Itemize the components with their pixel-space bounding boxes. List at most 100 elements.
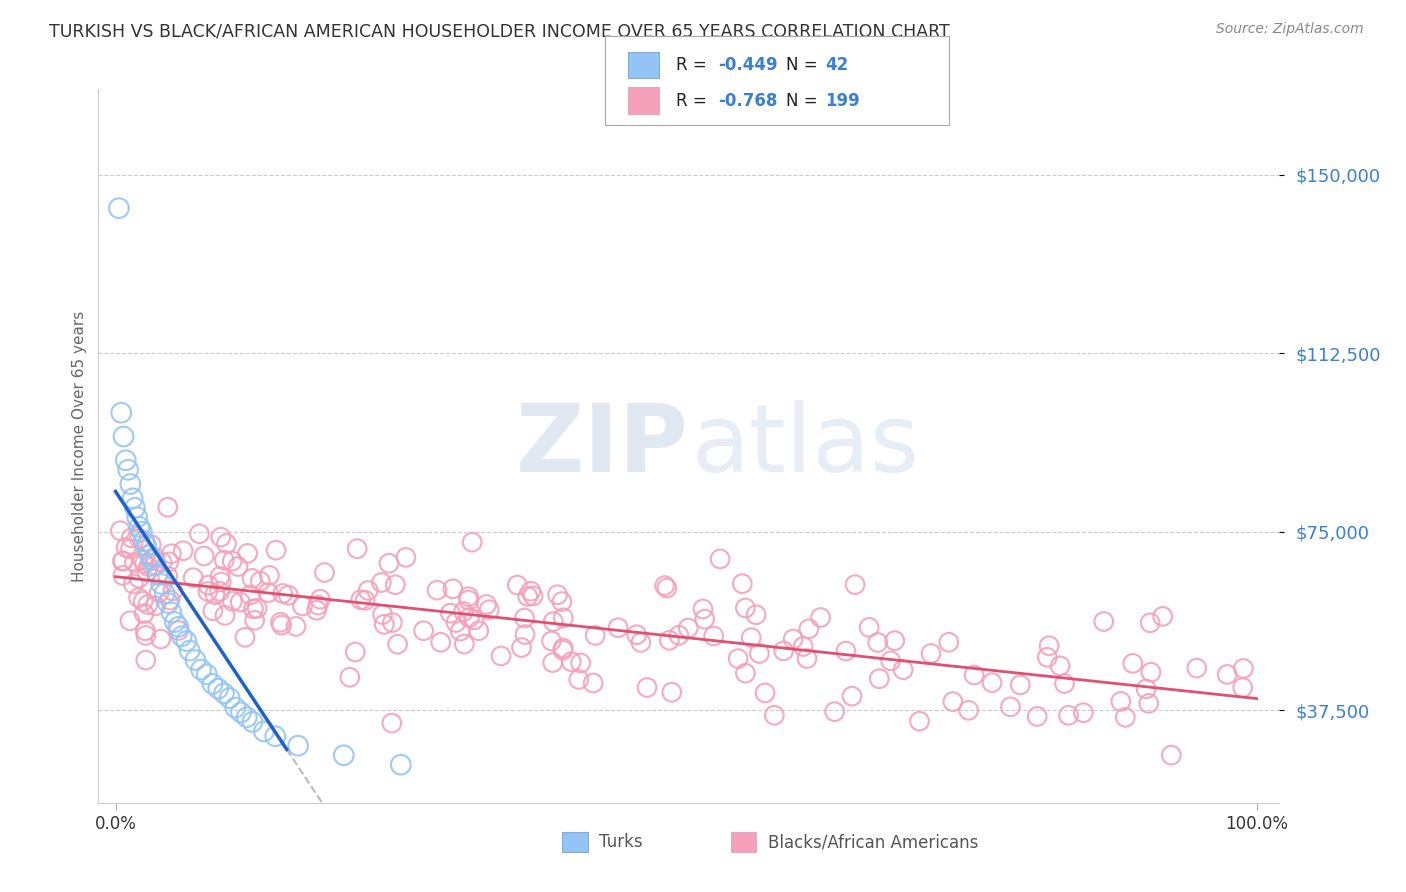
Point [184,653,207,667]
Y-axis label: Householder Income Over 65 years: Householder Income Over 65 years [72,310,87,582]
Point [197,584,219,599]
Point [120,477,142,491]
Point [1232,661,1254,675]
Text: N =: N = [786,92,823,110]
Point [543,615,565,629]
Point [583,628,606,642]
Point [1160,748,1182,763]
Point [128,571,150,585]
Point [110,524,132,538]
Point [734,601,756,615]
Point [118,614,141,628]
Point [942,695,965,709]
Point [866,635,889,649]
Point [384,578,406,592]
Point [314,566,336,580]
Point [117,463,139,477]
Point [551,643,574,657]
Point [754,686,776,700]
Point [221,554,243,568]
Point [136,598,159,612]
Point [120,531,142,545]
Point [229,706,252,720]
Point [344,645,367,659]
Point [560,655,582,669]
Point [541,656,564,670]
Point [134,624,156,638]
Point [582,676,605,690]
Point [179,643,201,657]
Point [540,634,562,648]
Point [264,543,287,558]
Point [127,510,149,524]
Text: Turks: Turks [599,833,643,851]
Point [124,500,146,515]
Point [214,553,236,567]
Point [253,724,276,739]
Point [167,620,190,634]
Point [143,550,166,565]
Point [174,634,197,648]
Point [1139,615,1161,630]
Point [150,577,173,591]
Point [354,593,377,607]
Point [429,635,451,649]
Point [727,651,749,665]
Point [1026,709,1049,723]
Point [246,601,269,615]
Point [240,571,263,585]
Point [963,668,986,682]
Point [270,618,292,632]
Point [357,583,380,598]
Point [782,632,804,646]
Point [224,700,246,714]
Point [796,651,818,665]
Point [824,705,846,719]
Point [122,577,145,591]
Point [285,619,308,633]
Point [957,703,980,717]
Point [236,546,259,560]
Point [381,716,404,731]
Point [370,575,392,590]
Point [1038,639,1060,653]
Text: R =: R = [676,56,713,74]
Point [868,672,890,686]
Point [269,615,291,630]
Point [797,622,820,636]
Point [630,635,652,649]
Point [162,583,184,598]
Point [201,604,224,618]
Point [128,532,150,546]
Point [920,647,942,661]
Point [212,686,235,700]
Point [136,565,159,579]
Point [626,628,648,642]
Point [489,648,512,663]
Point [135,628,157,642]
Point [387,637,409,651]
Point [772,644,794,658]
Point [239,588,262,602]
Point [135,539,157,553]
Point [156,569,179,583]
Point [134,557,156,571]
Point [277,588,299,602]
Point [908,714,931,728]
Point [139,549,162,563]
Point [568,673,591,687]
Point [135,653,157,667]
Point [120,541,142,556]
Point [1057,708,1080,723]
Point [159,593,181,607]
Point [553,611,575,625]
Point [201,677,224,691]
Point [463,613,485,627]
Point [636,681,658,695]
Point [506,578,529,592]
Point [709,552,731,566]
Point [1049,658,1071,673]
Text: N =: N = [786,56,823,74]
Point [1114,710,1136,724]
Point [678,621,700,635]
